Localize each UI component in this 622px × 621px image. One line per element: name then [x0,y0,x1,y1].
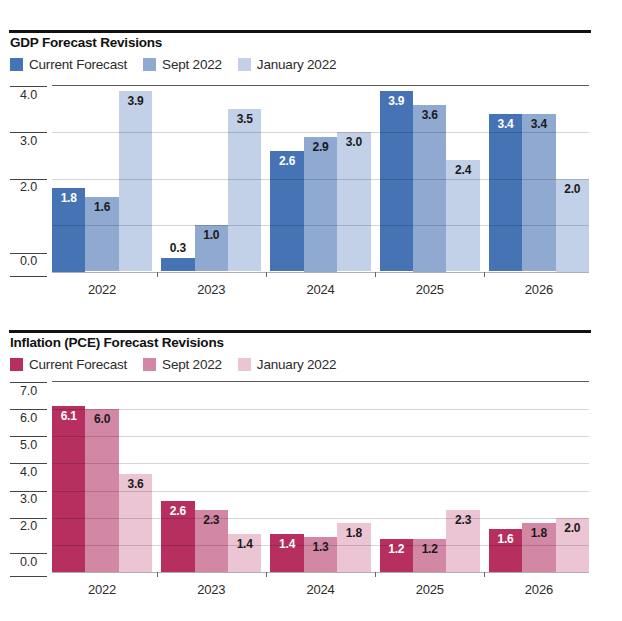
x-boundary-tick [484,572,485,577]
bar [119,91,152,272]
y-tick-label: 4.0 [10,465,47,479]
bar [304,137,337,272]
chart-title: Inflation (PCE) Forecast Revisions [10,335,224,350]
bar [489,114,522,272]
bar-value-label: 1.8 [52,191,85,205]
bar-value-label: 2.6 [270,154,303,168]
x-boundary-tick [266,272,267,277]
x-boundary-tick [157,272,158,277]
legend-item: January 2022 [238,357,336,372]
gridline [52,132,589,133]
bar-value-label: 3.9 [119,94,152,108]
bar-value-label: 3.6 [413,108,446,122]
legend-label: Sept 2022 [162,357,222,372]
bar [270,151,303,272]
bar-value-label: 3.6 [119,477,152,491]
bar-value-label: 1.8 [337,526,370,540]
bar [228,109,261,271]
y-axis-end-line [10,576,47,577]
legend-item: Current Forecast [10,357,127,372]
baseline [52,572,589,573]
bar [52,406,85,572]
x-category-label: 2024 [270,582,370,597]
y-tick-label: 3.0 [10,492,47,506]
gridline [52,518,589,519]
y-tick-label: 5.0 [10,438,47,452]
bar-value-label: 3.4 [489,117,522,131]
y-tick-label: 2.0 [10,519,47,533]
figure: GDP Forecast RevisionsCurrent ForecastSe… [0,0,622,621]
bar-value-label: 1.2 [413,542,446,556]
gridline [52,463,589,464]
legend-label: January 2022 [257,357,336,372]
bar [337,132,370,271]
bar-value-label: 0.3 [161,241,194,255]
legend-swatch [10,358,23,371]
y-tick-label: 6.0 [10,411,47,425]
baseline [52,272,589,273]
bar-value-label: 1.2 [380,542,413,556]
legend-swatch [143,358,156,371]
bar-value-label: 1.4 [270,537,303,551]
x-category-label: 2023 [161,582,261,597]
bar-value-label: 2.0 [556,182,589,196]
x-boundary-tick [157,572,158,577]
x-category-label: 2025 [380,582,480,597]
legend: Current Forecast Sept 2022 January 2022 [10,357,336,372]
legend-label: Current Forecast [29,357,127,372]
gridline [52,436,589,437]
bar-value-label: 2.3 [446,513,479,527]
x-category-label: 2022 [52,582,152,597]
bar-value-label: 2.6 [161,504,194,518]
bar [380,91,413,272]
bar-value-label: 6.1 [52,409,85,423]
bar [413,105,446,272]
legend-swatch [238,358,251,371]
bar-value-label: 1.6 [85,200,118,214]
bar-value-label: 1.0 [195,228,228,242]
legend-item: Sept 2022 [143,357,222,372]
bar-value-label: 3.5 [228,112,261,126]
gridline [52,225,589,226]
gridline [52,179,589,180]
x-boundary-tick [266,572,267,577]
bar-value-label: 6.0 [85,412,118,426]
bar-value-label: 1.3 [304,540,337,554]
bar-value-label: 2.3 [195,513,228,527]
inflation-chart: Inflation (PCE) Forecast Revisions Curren… [0,0,622,621]
bar [161,258,194,272]
x-category-label: 2026 [489,582,589,597]
x-boundary-tick [375,572,376,577]
y-tick-label: 0.0 [10,555,47,569]
bar-value-label: 3.0 [337,135,370,149]
bar-value-label: 3.4 [522,117,555,131]
plot-top-border [52,85,589,87]
bar-value-label: 1.8 [522,526,555,540]
bar-value-label: 3.9 [380,94,413,108]
bar-value-label: 1.6 [489,532,522,546]
bar-value-label: 1.4 [228,537,261,551]
section-rule [9,330,591,333]
plot-top-border [52,381,589,383]
x-boundary-tick [375,272,376,277]
bar-value-label: 2.9 [304,140,337,154]
y-tick-label: 7.0 [10,384,47,398]
bar-value-label: 2.4 [446,163,479,177]
bar [522,114,555,272]
x-boundary-tick [484,272,485,277]
bar-value-label: 2.0 [556,521,589,535]
gridline [52,409,589,410]
